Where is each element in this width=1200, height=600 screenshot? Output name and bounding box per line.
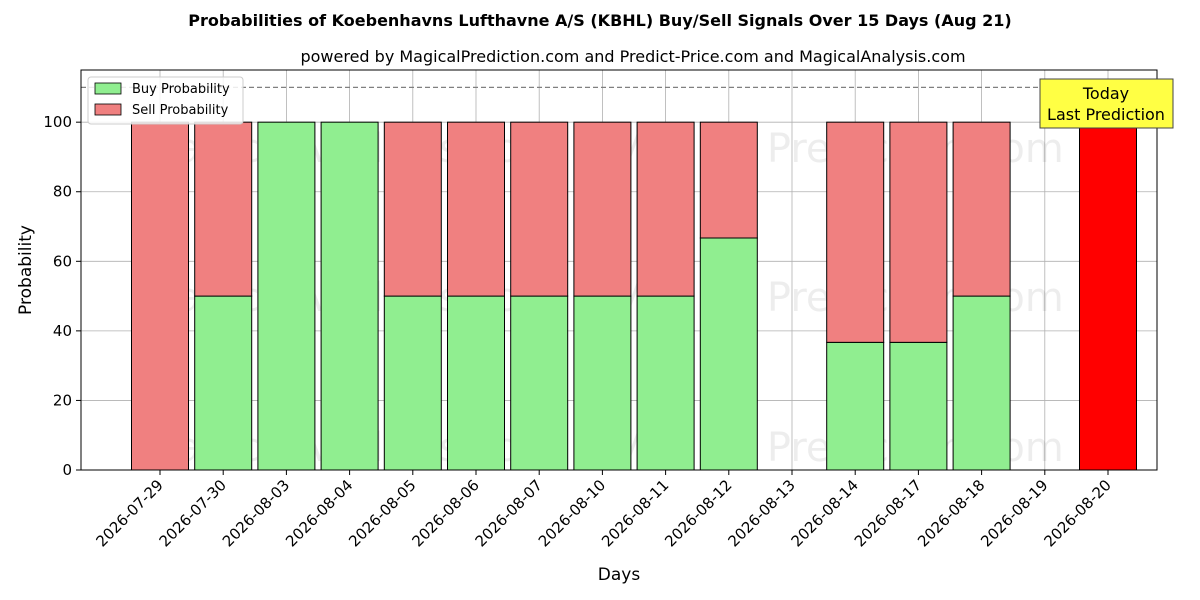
legend-label-sell: Sell Probability	[132, 103, 229, 118]
annotation-line-2: Last Prediction	[1047, 105, 1165, 124]
bar-sell	[447, 121, 505, 297]
annotation-box	[1039, 78, 1174, 129]
chart-title: Probabilities of Koebenhavns Lufthavne A…	[188, 11, 1011, 30]
bar-sell	[383, 121, 442, 297]
bar-buy	[826, 341, 885, 471]
x-axis-label: Days	[598, 565, 641, 585]
plot-frame	[80, 69, 1158, 471]
bar-sell	[194, 121, 253, 297]
bar-buy	[383, 295, 442, 471]
bar-sell	[131, 121, 189, 471]
x-tick-label: 2026-08-17	[851, 476, 925, 550]
x-tick-label: 2026-08-07	[472, 476, 546, 550]
bar-sell	[510, 121, 569, 297]
x-tick-label: 2026-08-06	[408, 476, 482, 550]
bar-buy	[952, 295, 1011, 471]
bar-sell	[636, 121, 695, 297]
x-tick-label: 2026-08-04	[282, 476, 356, 550]
bars	[131, 121, 1137, 471]
x-tick-label: 2026-08-18	[914, 476, 988, 550]
bar-sell	[889, 121, 948, 343]
y-axis: 0 20 40 60 80 100	[43, 113, 81, 479]
bar-buy	[636, 295, 695, 471]
today-annotation: Today Last Prediction	[1039, 78, 1174, 129]
y-tick-label: 40	[53, 322, 72, 340]
legend-swatch-buy	[94, 82, 122, 95]
y-axis-label: Probability	[16, 225, 36, 315]
legend-box	[87, 76, 244, 125]
bar-buy	[889, 341, 948, 471]
bar-sell	[952, 121, 1011, 297]
y-tick-label: 80	[53, 183, 72, 201]
y-tick-label: 20	[53, 391, 72, 409]
annotation-line-1: Today	[1082, 84, 1129, 103]
y-tick-label: 0	[62, 461, 72, 479]
bar-buy	[573, 295, 632, 471]
legend-swatch-sell	[94, 103, 122, 116]
bar-buy	[510, 295, 569, 471]
x-tick-label: 2026-07-30	[156, 476, 230, 550]
x-tick-label: 2026-08-10	[535, 476, 609, 550]
x-tick-label: 2026-08-19	[977, 476, 1051, 550]
x-tick-label: 2026-08-13	[724, 476, 798, 550]
bar-sell	[1079, 121, 1137, 471]
x-tick-label: 2026-08-14	[788, 476, 862, 550]
bar-buy	[447, 295, 505, 471]
y-tick-label: 60	[53, 252, 72, 270]
x-tick-label: 2026-08-20	[1040, 476, 1114, 550]
x-tick-label: 2026-08-03	[219, 476, 293, 550]
y-tick-label: 100	[43, 113, 72, 131]
bar-sell	[699, 121, 758, 239]
x-tick-label: 2026-07-29	[92, 476, 166, 550]
x-axis: 2026-07-292026-07-302026-08-032026-08-04…	[92, 470, 1115, 550]
chart-subtitle: powered by MagicalPrediction.com and Pre…	[300, 47, 965, 66]
x-tick-label: 2026-08-12	[661, 476, 735, 550]
bar-sell	[826, 121, 885, 343]
x-tick-label: 2026-08-11	[598, 476, 672, 550]
legend: Buy Probability Sell Probability	[87, 76, 244, 125]
legend-label-buy: Buy Probability	[132, 82, 230, 97]
bar-sell	[573, 121, 632, 297]
bar-buy	[257, 121, 316, 471]
bar-buy	[320, 121, 379, 471]
bar-buy	[194, 295, 253, 471]
bar-buy	[699, 237, 758, 471]
x-tick-label: 2026-08-05	[345, 476, 419, 550]
